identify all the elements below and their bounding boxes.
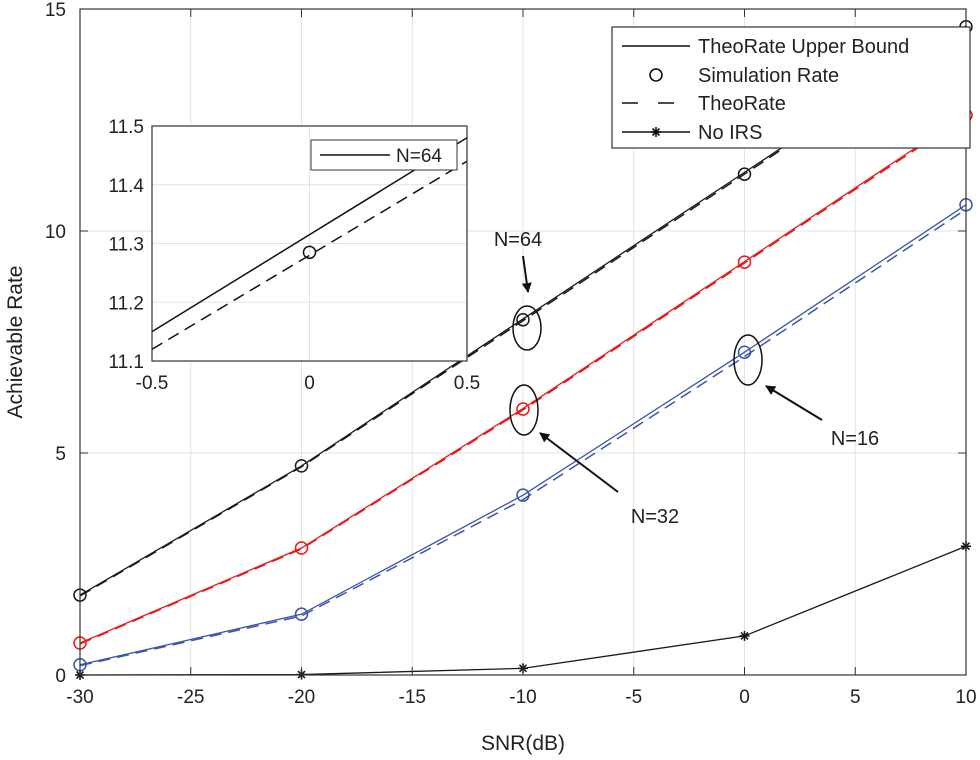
- data-point: [737, 255, 752, 269]
- legend-star-icon: [651, 127, 661, 137]
- legend-circle-icon: [649, 68, 663, 82]
- inset-box: [151, 125, 468, 362]
- annotation-label: N=64: [494, 229, 542, 251]
- y-tick-label: 5: [55, 444, 66, 465]
- axes-box: [79, 8, 967, 676]
- inset-theorate-line: [152, 160, 467, 350]
- legend-label: TheoRate: [698, 93, 786, 115]
- data-point: [516, 313, 530, 327]
- inset-y-tick-label: 11.1: [108, 352, 144, 373]
- legend-box: [611, 26, 971, 149]
- annotation-ellipse: [509, 384, 539, 436]
- x-tick-label: -20: [288, 687, 315, 708]
- annotation-label: N=16: [831, 428, 879, 450]
- data-point: [294, 459, 309, 473]
- y-axis-label: Achievable Rate: [4, 266, 27, 419]
- x-axis-label: SNR(dB): [481, 732, 565, 755]
- n-16-theorate-line: [79, 208, 967, 667]
- inset-data-point: [302, 245, 317, 260]
- axes: -30 -25 -20 -15 -10 -5 0 5 10 0 5 10 15: [45, 0, 977, 708]
- annotations: N=64 N=32 N=16: [494, 229, 879, 528]
- legend-label: TheoRate Upper Bound: [698, 36, 909, 58]
- legend-label: No IRS: [698, 122, 762, 144]
- annotation-arrow: [539, 432, 619, 493]
- x-tick-label: -15: [399, 687, 426, 708]
- n-32-theorate-upper-bound-line: [79, 113, 967, 644]
- legend: TheoRate Upper Bound Simulation Rate TheoR…: [611, 26, 971, 149]
- n-16-theorate-upper-bound-line: [79, 204, 967, 666]
- data-point: [737, 167, 752, 181]
- x-tick-label: 0: [739, 687, 750, 708]
- inset-legend-label: N=64: [396, 146, 442, 167]
- inset-x-tick-label: -0.5: [136, 373, 169, 394]
- inset-y-tick-label: 11.2: [108, 293, 144, 314]
- data-point-star: [740, 631, 749, 640]
- data-point: [516, 402, 530, 416]
- data-point: [294, 607, 309, 621]
- inset-y-tick-label: 11.5: [108, 117, 144, 138]
- y-tick-label: 10: [45, 222, 66, 243]
- annotation-arrow: [521, 255, 532, 293]
- annotation-arrow: [765, 385, 823, 421]
- x-tick-label: -25: [177, 687, 204, 708]
- x-tick-label: 10: [955, 687, 976, 708]
- inset-y-tick-label: 11.3: [108, 235, 144, 256]
- y-tick-label: 15: [45, 0, 66, 21]
- n-32-theorate-line: [79, 115, 967, 645]
- legend-label: Simulation Rate: [698, 65, 839, 87]
- annotation-ellipse: [733, 334, 763, 386]
- y-tick-label: 0: [55, 666, 66, 687]
- annotation-label: N=32: [631, 506, 679, 528]
- data-point: [294, 541, 309, 555]
- x-tick-label: 5: [850, 687, 861, 708]
- inset-x-tick-label: 0: [304, 373, 315, 394]
- inset-x-tick-label: 0.5: [454, 373, 480, 394]
- x-tick-label: -10: [509, 687, 536, 708]
- annotation-ellipse: [512, 305, 542, 351]
- x-tick-label: -30: [66, 687, 93, 708]
- x-tick-label: -5: [625, 687, 642, 708]
- inset-plot: -0.5 0 0.5 11.1 11.2 11.3 11.4 11.5 N=64: [108, 117, 480, 394]
- inset-y-tick-label: 11.4: [108, 176, 144, 197]
